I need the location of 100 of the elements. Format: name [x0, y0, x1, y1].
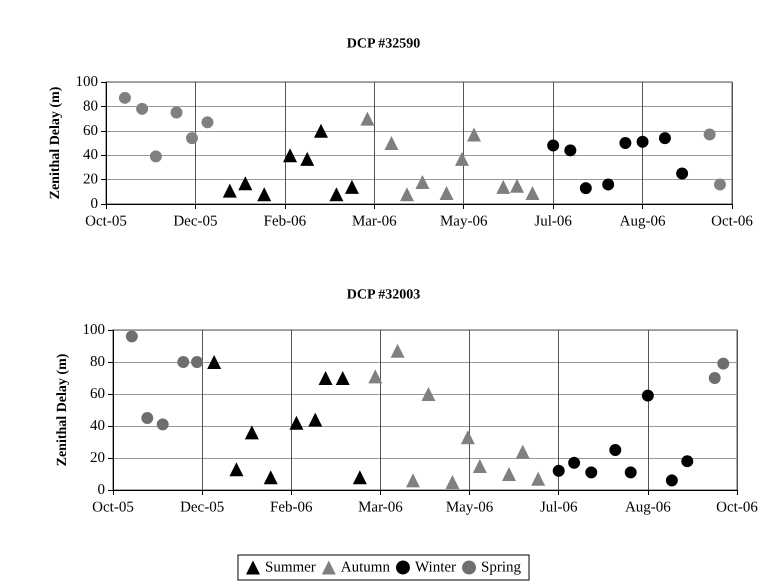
point	[136, 102, 148, 115]
point	[502, 467, 516, 481]
point	[318, 371, 333, 385]
y-tick-label: 80	[83, 98, 98, 114]
point	[384, 136, 398, 150]
point	[666, 474, 678, 486]
legend-label: Autumn	[340, 560, 390, 576]
point	[400, 187, 414, 202]
x-tick-label: May-06	[446, 500, 494, 516]
y-tick-label: 80	[90, 354, 105, 370]
point	[126, 330, 138, 342]
point	[510, 178, 524, 193]
point	[406, 473, 420, 488]
point	[201, 116, 214, 128]
point	[568, 456, 580, 469]
point	[472, 459, 487, 473]
y-tick-label: 0	[90, 196, 98, 212]
point	[360, 112, 374, 126]
point	[415, 175, 430, 190]
point	[314, 124, 328, 138]
point	[207, 355, 222, 369]
point	[619, 137, 632, 149]
y-tick-label: 20	[83, 172, 98, 188]
point	[390, 344, 405, 358]
point	[526, 186, 540, 200]
point	[229, 462, 244, 476]
legend-label: Spring	[481, 560, 522, 576]
point	[141, 412, 154, 424]
point	[547, 139, 560, 152]
point	[564, 144, 576, 156]
point	[283, 148, 298, 162]
y-axis-title: Zenithal Delay (m)	[48, 86, 63, 200]
point	[118, 92, 131, 104]
point	[531, 472, 546, 486]
point	[421, 387, 436, 401]
point	[658, 132, 671, 144]
point	[336, 371, 350, 385]
x-tick-label: May-06	[440, 214, 488, 230]
y-tick-label: 20	[90, 450, 105, 466]
y-tick-label: 40	[83, 147, 98, 164]
point	[177, 356, 190, 368]
x-tick-label: Dec-05	[180, 500, 224, 516]
point	[300, 152, 314, 166]
point	[602, 178, 614, 190]
chart-title: DCP #32003	[346, 288, 420, 302]
x-tick-label: Oct-06	[716, 500, 758, 516]
point	[708, 372, 721, 384]
point	[717, 358, 730, 370]
x-tick-label: Mar-06	[352, 214, 398, 230]
point	[186, 132, 198, 144]
point	[244, 425, 259, 440]
x-tick-label: Oct-06	[711, 214, 754, 230]
point	[344, 180, 359, 194]
y-tick-label: 0	[98, 482, 105, 498]
point	[585, 466, 598, 478]
point	[454, 152, 469, 166]
point	[445, 475, 460, 489]
point	[460, 430, 475, 444]
point	[264, 470, 278, 484]
point	[238, 176, 252, 190]
point	[704, 128, 716, 140]
x-tick-label: Feb-06	[270, 500, 314, 516]
point	[681, 455, 694, 468]
y-tick-label: 60	[90, 386, 105, 402]
point	[191, 356, 203, 368]
point	[257, 187, 272, 202]
point	[516, 444, 530, 459]
legend-label: Winter	[414, 560, 456, 576]
point	[170, 106, 183, 118]
x-tick-label: Aug-06	[624, 500, 672, 516]
x-tick-label: Jul-06	[540, 500, 578, 516]
point	[467, 127, 482, 142]
y-tick-label: 100	[82, 322, 105, 338]
x-tick-label: Oct-05	[92, 500, 134, 516]
point	[308, 412, 322, 427]
legend-label: Summer	[264, 560, 316, 576]
y-tick-label: 100	[76, 74, 98, 90]
point	[580, 182, 592, 194]
point	[714, 178, 726, 190]
x-tick-label: Feb-06	[264, 214, 307, 230]
x-tick-label: Dec-05	[173, 214, 218, 230]
y-axis-title: Zenithal Delay (m)	[55, 353, 70, 466]
chart-title: DCP #32590	[346, 36, 420, 52]
point	[156, 418, 169, 430]
point	[609, 444, 622, 456]
point	[624, 466, 637, 478]
point	[368, 369, 382, 384]
point	[289, 416, 304, 430]
y-tick-label: 40	[90, 418, 105, 434]
point	[676, 168, 688, 180]
point	[329, 187, 344, 202]
point	[440, 186, 454, 200]
point	[636, 136, 649, 148]
point	[222, 184, 237, 198]
point	[552, 464, 565, 477]
point	[150, 150, 162, 162]
x-tick-label: Jul-06	[534, 214, 572, 230]
point	[352, 470, 367, 484]
x-tick-label: Oct-05	[85, 214, 127, 230]
y-tick-label: 60	[83, 122, 98, 139]
